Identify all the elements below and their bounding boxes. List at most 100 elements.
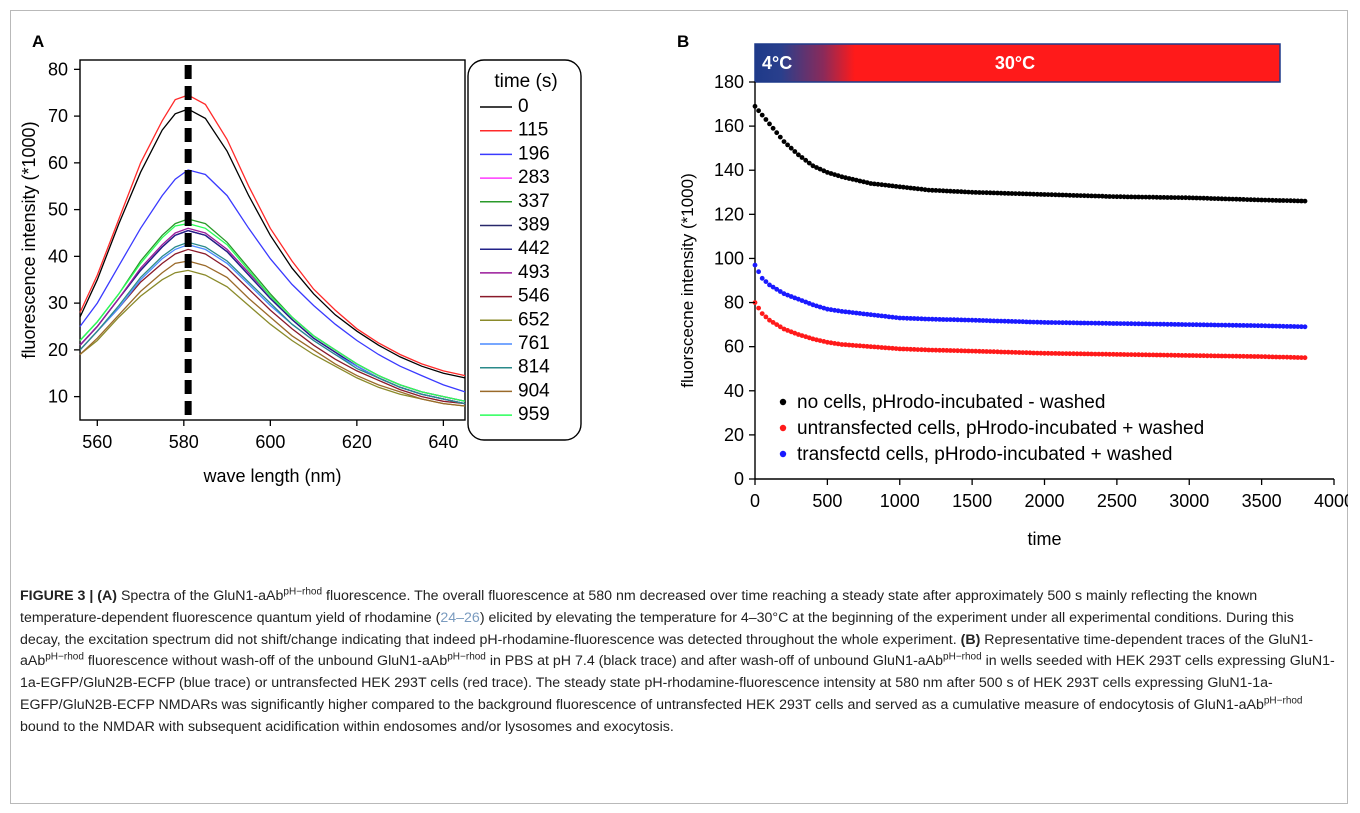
b-data-point <box>1147 352 1152 358</box>
b-data-point <box>1179 353 1185 358</box>
b-x-tick-label: 3500 <box>1242 491 1282 511</box>
b-data-point <box>1071 193 1076 198</box>
b-data-point <box>1067 192 1073 198</box>
b-data-point <box>1005 349 1011 355</box>
b-data-point <box>1259 354 1264 359</box>
b-data-point <box>1056 192 1062 198</box>
b-data-point <box>799 333 805 338</box>
b-data-point <box>962 189 968 195</box>
b-data-point <box>861 311 866 317</box>
b-legend-marker-1 <box>779 424 787 432</box>
b-data-point <box>1107 321 1112 326</box>
b-data-point <box>1110 351 1116 357</box>
b-data-point <box>1053 320 1058 325</box>
a-x-tick-label: 560 <box>82 432 112 452</box>
b-data-point <box>915 316 921 322</box>
b-data-point <box>1186 195 1192 201</box>
b-data-point <box>759 275 765 281</box>
b-data-point <box>995 190 1000 196</box>
b-data-point <box>969 189 975 195</box>
b-data-point <box>756 269 761 275</box>
b-data-point <box>962 317 968 323</box>
a-y-tick-label: 80 <box>48 59 68 79</box>
b-data-point <box>1125 352 1131 357</box>
b-legend-label-1: untransfected cells, pHrodo-incubated + … <box>797 418 1204 439</box>
b-data-point <box>944 348 950 353</box>
b-data-point <box>810 302 816 308</box>
b-data-point <box>977 318 982 323</box>
b-y-tick-label: 0 <box>734 469 744 489</box>
b-data-point <box>828 307 834 313</box>
b-data-point <box>886 345 892 351</box>
b-data-point <box>966 348 971 354</box>
b-data-point <box>915 347 921 352</box>
b-y-tick-label: 140 <box>714 160 744 180</box>
b-data-point <box>1190 195 1196 201</box>
b-data-point <box>835 173 841 179</box>
b-data-point <box>850 176 856 182</box>
spectrum-line-337s <box>79 218 466 402</box>
b-data-point <box>995 349 1000 355</box>
b-data-point <box>857 178 863 184</box>
b-data-point <box>929 347 935 353</box>
b-data-point <box>955 348 960 354</box>
b-data-point <box>1078 193 1084 199</box>
b-data-point <box>1013 191 1018 197</box>
caption-segment-cite[interactable]: 24–26 <box>440 609 480 626</box>
b-data-point <box>788 145 794 151</box>
b-data-point <box>1005 318 1011 324</box>
b-data-point <box>832 307 837 313</box>
spectrum-line-493s <box>79 227 466 402</box>
b-data-point <box>767 121 772 127</box>
b-data-point <box>1179 195 1185 201</box>
b-legend-label-0: no cells, pHrodo-incubated - washed <box>797 392 1105 413</box>
b-data-point <box>853 310 859 316</box>
b-data-point <box>814 165 819 170</box>
b-data-point <box>1299 324 1304 330</box>
b-data-point <box>915 186 921 192</box>
b-data-point <box>1284 324 1290 329</box>
caption-segment-sup: pH−rhod <box>943 651 982 663</box>
b-data-point <box>1288 354 1293 360</box>
b-data-point <box>987 349 993 354</box>
b-data-point <box>1197 353 1203 359</box>
b-data-point <box>785 142 790 148</box>
panel-a-spectra-chart: 560 580 600 620 640 10 20 30 40 50 60 70 80 wave len… <box>19 59 582 486</box>
b-data-point <box>828 171 834 176</box>
b-data-point <box>1139 352 1145 358</box>
b-data-point <box>861 179 866 185</box>
panel-b-data-points <box>752 103 1308 361</box>
b-data-point <box>1194 322 1199 328</box>
b-data-point <box>835 341 841 347</box>
b-data-point <box>875 344 881 350</box>
b-legend-marker-0 <box>779 398 787 406</box>
b-series-points-2 <box>752 262 1308 330</box>
b-data-point <box>919 347 924 353</box>
b-data-point <box>1009 191 1015 196</box>
spectrum-line-814s <box>79 241 466 405</box>
spectrum-line-115s <box>79 94 466 377</box>
b-data-point <box>1280 354 1286 360</box>
b-data-point <box>1118 321 1123 326</box>
b-data-point <box>803 299 809 305</box>
b-data-point <box>1161 352 1167 358</box>
b-data-point <box>1056 351 1062 356</box>
b-data-point <box>911 347 917 352</box>
b-data-point <box>1132 352 1138 358</box>
b-data-point <box>1176 322 1181 327</box>
b-data-point <box>1056 320 1062 325</box>
b-data-point <box>1223 353 1228 359</box>
caption-body: (A) Spectra of the GluN1-aAbpH−rhod fluo… <box>20 587 1335 735</box>
b-data-point <box>770 284 776 290</box>
b-data-point <box>1042 320 1047 325</box>
b-data-point <box>973 190 979 195</box>
b-data-point <box>1121 321 1127 326</box>
b-data-point <box>781 139 787 145</box>
figure-caption: FIGURE 3 | (A) Spectra of the GluN1-aAbp… <box>20 586 1338 739</box>
b-series-points-0 <box>752 103 1308 204</box>
b-data-point <box>1255 197 1261 203</box>
b-data-point <box>1204 195 1210 201</box>
temperature-low-label: 4°C <box>762 53 792 73</box>
b-data-point <box>991 318 997 324</box>
b-data-point <box>1266 354 1272 360</box>
